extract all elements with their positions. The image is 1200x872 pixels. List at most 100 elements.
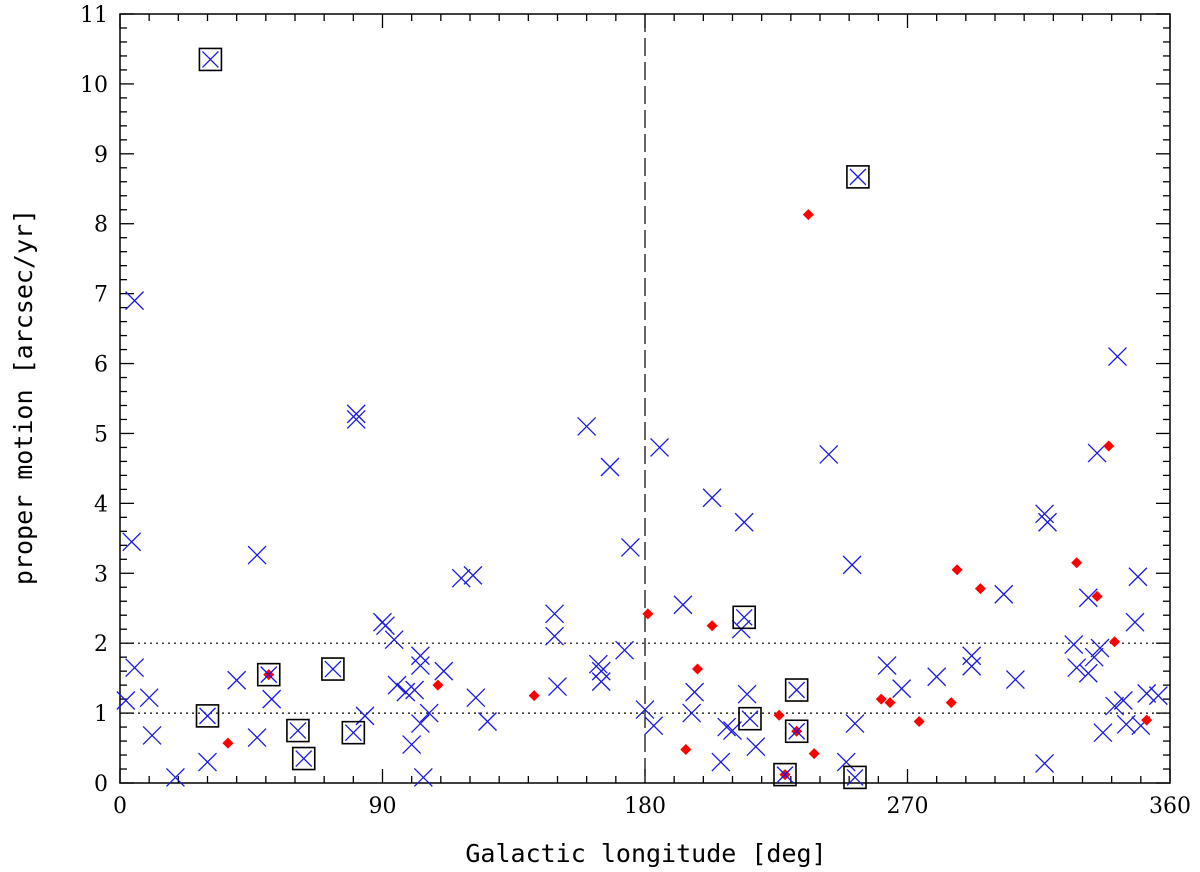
y-tick-label: 5 — [94, 422, 108, 447]
y-tick-label: 8 — [94, 213, 108, 238]
diamond-point — [222, 737, 234, 749]
cross-point — [1078, 663, 1098, 683]
cross-stroke — [1064, 635, 1084, 655]
cross-stroke — [1148, 686, 1168, 706]
cross-point — [548, 677, 567, 696]
boxed-cross — [776, 766, 794, 784]
diamond-point — [802, 209, 814, 221]
diamond-point — [1141, 714, 1153, 726]
cross-stroke — [289, 722, 307, 740]
cross-stroke — [201, 50, 219, 68]
cross-point — [635, 700, 655, 720]
diamond-point — [945, 697, 957, 709]
x-tick-label: 90 — [369, 794, 397, 819]
boxed-point — [291, 746, 316, 771]
cross-point — [375, 616, 395, 636]
boxed-point — [195, 704, 220, 728]
cross-stroke — [227, 670, 247, 690]
cross-stroke — [324, 660, 342, 678]
cross-point — [746, 737, 766, 757]
cross-point — [1084, 647, 1104, 667]
point-box — [321, 657, 345, 681]
cross-stroke — [419, 703, 439, 723]
diamond-point — [1109, 636, 1121, 648]
point-box — [784, 678, 809, 702]
boxed-cross — [849, 168, 867, 186]
cross-stroke — [711, 752, 731, 772]
cross-stroke — [588, 654, 608, 674]
boxed-point — [341, 720, 366, 745]
cross-point — [1064, 635, 1084, 655]
cross-stroke — [410, 646, 430, 666]
cross-stroke — [545, 604, 565, 624]
cross-point — [737, 684, 757, 704]
y-tick-label: 6 — [94, 353, 108, 378]
cross-point — [227, 670, 247, 690]
cross-point — [836, 752, 856, 772]
cross-stroke — [478, 712, 497, 731]
cross-stroke — [413, 767, 433, 787]
cross-point — [1038, 512, 1057, 532]
y-tick-label: 9 — [94, 143, 108, 168]
boxed-point — [784, 678, 809, 702]
cross-point — [139, 688, 159, 708]
cross-point — [615, 640, 635, 660]
cross-stroke — [994, 584, 1014, 604]
cross-point — [125, 291, 145, 311]
point-box — [256, 662, 281, 687]
x-tick-label: 360 — [1149, 794, 1191, 819]
cross-stroke — [591, 672, 611, 692]
cross-stroke — [165, 767, 185, 787]
cross-stroke — [685, 682, 705, 702]
y-tick-label: 4 — [94, 492, 108, 517]
cross-stroke — [116, 691, 136, 710]
diamond-point — [951, 564, 963, 576]
cross-point — [927, 667, 947, 687]
cross-point — [346, 410, 366, 429]
boxed-cross — [260, 666, 278, 684]
cross-stroke — [1035, 753, 1055, 773]
cross-stroke — [122, 532, 142, 552]
cross-point — [1137, 684, 1157, 703]
cross-point — [413, 767, 433, 787]
point-box — [286, 718, 310, 743]
cross-point — [1125, 612, 1145, 632]
x-axis-title: Galactic longitude [deg] — [465, 839, 826, 868]
cross-point — [842, 555, 862, 575]
cross-point — [717, 717, 737, 737]
point-box — [738, 706, 762, 731]
cross-stroke — [1087, 443, 1107, 463]
cross-point — [1128, 567, 1148, 587]
boxed-point — [321, 657, 345, 681]
cross-point — [877, 656, 897, 676]
cross-stroke — [260, 666, 278, 684]
cross-point — [819, 444, 839, 464]
cross-stroke — [734, 512, 754, 532]
diamond-point — [1091, 590, 1103, 602]
cross-stroke — [295, 750, 313, 767]
cross-stroke — [375, 616, 395, 636]
cross-stroke — [577, 417, 597, 436]
cross-point — [711, 752, 731, 772]
x-tick-label: 270 — [887, 794, 929, 819]
boxed-point — [738, 706, 762, 731]
boxed-cross — [788, 722, 806, 740]
boxed-point — [843, 765, 867, 790]
boxed-cross — [199, 707, 216, 725]
cross-stroke — [466, 688, 486, 708]
cross-stroke — [1108, 347, 1127, 367]
point-box — [773, 762, 797, 787]
y-tick-label: 11 — [80, 3, 108, 28]
cross-stroke — [434, 661, 454, 681]
y-tick-label: 2 — [94, 632, 108, 657]
cross-point — [588, 654, 608, 674]
cross-stroke — [1093, 723, 1113, 743]
cross-stroke — [836, 752, 856, 772]
cross-stroke — [1090, 638, 1110, 658]
cross-stroke — [735, 608, 753, 626]
cross-point — [734, 512, 754, 532]
boxed-cross — [735, 608, 753, 626]
cross-point — [1090, 638, 1110, 658]
cross-point — [451, 568, 471, 588]
cross-stroke — [344, 724, 362, 742]
